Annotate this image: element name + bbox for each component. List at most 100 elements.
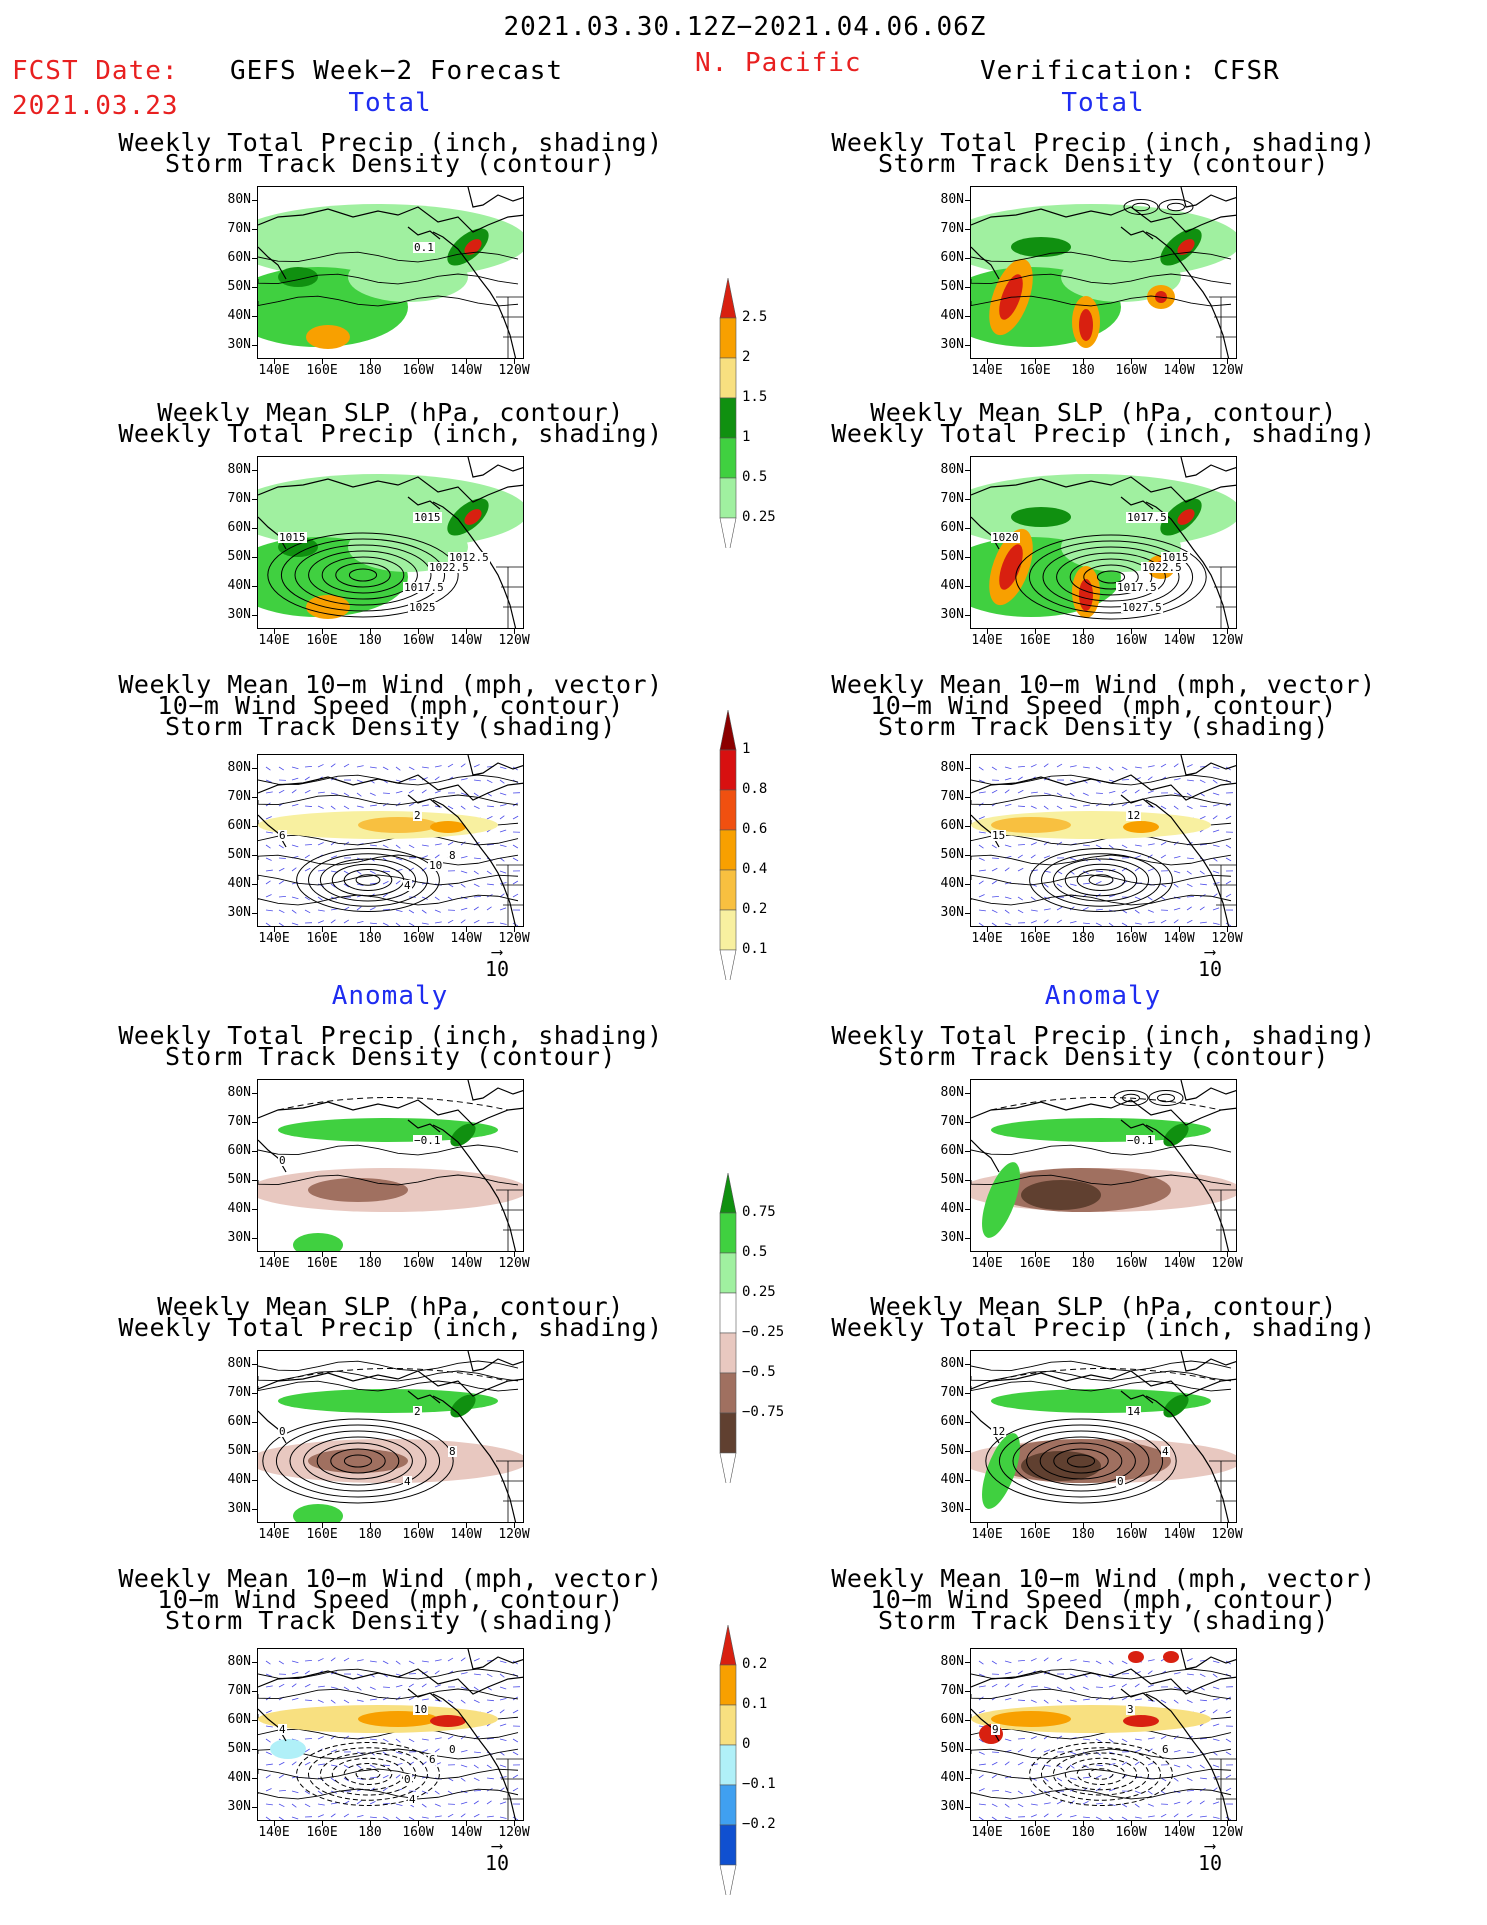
lon-label: 160W: [402, 1825, 434, 1840]
lon-label: 120W: [1211, 931, 1243, 946]
lat-label: 60N: [227, 520, 251, 535]
lat-tick: [965, 258, 970, 259]
lat-tick: [965, 200, 970, 201]
lat-label: 30N: [227, 905, 251, 920]
contour-label: 3: [1126, 1703, 1135, 1716]
colorbar-label: −0.25: [742, 1324, 785, 1340]
colorbar-swatch-3: [719, 1292, 737, 1334]
lon-tick: [1083, 359, 1084, 364]
lat-label: 30N: [227, 337, 251, 352]
lat-label: 40N: [227, 876, 251, 891]
lat-label: 70N: [940, 1683, 964, 1698]
contour-label: 1020: [991, 531, 1020, 544]
colorbar-label: 0.2: [742, 901, 768, 917]
lat-tick: [252, 499, 257, 500]
lat-label: 50N: [227, 1443, 251, 1458]
vector-reference-value: 10: [1197, 957, 1223, 982]
lat-label: 40N: [940, 876, 964, 891]
lon-label: 140W: [1163, 931, 1195, 946]
panel-title-wind-anom-cfsr-3: Storm Track Density (shading): [878, 1606, 1329, 1635]
colorbar-label: −0.75: [742, 1404, 785, 1420]
contour-label: 6: [278, 829, 287, 842]
lat-tick: [965, 797, 970, 798]
colorbar-swatch-2: [719, 357, 737, 399]
lon-tick: [274, 1252, 275, 1257]
colorbar-label: 0.25: [742, 1284, 776, 1300]
colorbar-label: 0.4: [742, 861, 768, 877]
lat-label: 60N: [227, 250, 251, 265]
lat-label: 40N: [227, 1201, 251, 1216]
colorbar-swatch-0: [719, 277, 737, 319]
lat-label: 40N: [227, 1770, 251, 1785]
lat-tick: [252, 1720, 257, 1721]
lat-tick: [252, 1364, 257, 1365]
lat-label: 80N: [940, 462, 964, 477]
lon-tick: [322, 359, 323, 364]
lon-label: 180: [358, 363, 382, 378]
lat-tick: [965, 528, 970, 529]
vector-reference: ⟶ 10: [477, 1837, 517, 1876]
lon-label: 140E: [258, 1527, 290, 1542]
lon-label: 160W: [402, 1256, 434, 1271]
lat-label: 60N: [940, 1414, 964, 1429]
lat-label: 80N: [940, 192, 964, 207]
contour-label: 1017.5: [1116, 581, 1158, 594]
lon-tick: [1083, 927, 1084, 932]
verification-title: Verification: CFSR: [980, 56, 1280, 86]
lon-tick: [274, 359, 275, 364]
contour-label: 1015: [413, 511, 442, 524]
lon-tick: [1227, 927, 1228, 932]
lat-tick: [252, 1691, 257, 1692]
lon-label: 120W: [498, 1825, 530, 1840]
lat-label: 60N: [940, 1143, 964, 1158]
lat-tick: [252, 1238, 257, 1239]
lon-tick: [370, 359, 371, 364]
lat-label: 80N: [227, 1085, 251, 1100]
panel-title-wind-total-cfsr-2: 10−m Wind Speed (mph, contour): [870, 691, 1337, 720]
lat-label: 60N: [227, 1414, 251, 1429]
lat-tick: [252, 258, 257, 259]
arrow-icon: ⟶: [1205, 942, 1215, 961]
lon-label: 160E: [1019, 1256, 1051, 1271]
lon-tick: [322, 1252, 323, 1257]
lat-tick: [252, 768, 257, 769]
lat-label: 30N: [940, 337, 964, 352]
lat-tick: [252, 1778, 257, 1779]
lat-label: 50N: [940, 847, 964, 862]
contour-label: 12: [1126, 809, 1142, 822]
lon-label: 160W: [402, 1527, 434, 1542]
section-anomaly-right: Anomaly: [1044, 981, 1162, 1011]
vector-reference: ⟶ 10: [1190, 1837, 1230, 1873]
lat-label: 60N: [940, 520, 964, 535]
lat-label: 50N: [227, 1741, 251, 1756]
lat-tick: [965, 884, 970, 885]
contour-label: 0: [278, 1425, 287, 1438]
lon-tick: [418, 629, 419, 634]
lon-tick: [1179, 629, 1180, 634]
lon-label: 160W: [1115, 931, 1147, 946]
lon-tick: [418, 1821, 419, 1826]
lon-label: 160W: [1115, 633, 1147, 648]
panel-title-wind-total-gefs-1: Weekly Mean 10−m Wind (mph, vector): [118, 670, 663, 699]
vector-reference-value: 10: [484, 1851, 510, 1876]
lon-label: 140W: [1163, 1527, 1195, 1542]
contour-label: 1015: [1161, 551, 1190, 564]
contour-label: 12: [991, 1425, 1007, 1438]
lat-tick: [965, 768, 970, 769]
colorbar-label: 1.5: [742, 389, 768, 405]
lon-tick: [1035, 1821, 1036, 1826]
lon-tick: [1131, 1821, 1132, 1826]
lat-tick: [965, 1451, 970, 1452]
lat-tick: [965, 229, 970, 230]
lat-tick: [252, 1807, 257, 1808]
lon-label: 140E: [258, 1256, 290, 1271]
lon-label: 160W: [402, 633, 434, 648]
panel-title-wind-total-gefs-3: Storm Track Density (shading): [165, 712, 616, 741]
lon-label: 160E: [1019, 363, 1051, 378]
panel-title-slp-anom-gefs-2: Weekly Total Precip (inch, shading): [118, 1313, 663, 1342]
lon-tick: [514, 1523, 515, 1528]
section-total-left: Total: [348, 88, 432, 118]
contour-label: 1027.5: [1121, 601, 1163, 614]
lon-label: 160W: [1115, 1825, 1147, 1840]
lon-tick: [1083, 1252, 1084, 1257]
